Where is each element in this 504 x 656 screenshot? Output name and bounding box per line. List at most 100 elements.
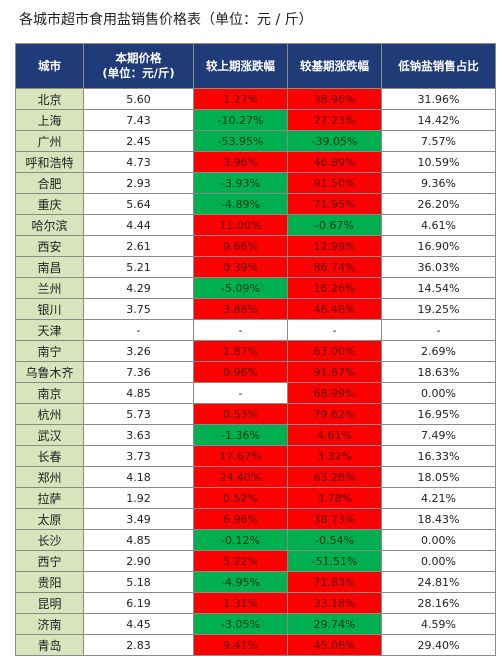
cell-low-sodium-share: 4.61% <box>381 214 496 236</box>
table-row: 北京 5.60 1.27% 38.96% 31.96% <box>15 88 496 110</box>
cell-city: 呼和浩特 <box>15 151 84 173</box>
cell-low-sodium-share: 19.25% <box>381 298 496 320</box>
cell-city: 兰州 <box>15 277 84 299</box>
cell-base-change: 63.00% <box>287 340 382 362</box>
cell-price: 4.29 <box>83 277 194 299</box>
cell-prev-change: 0.52% <box>193 487 288 509</box>
cell-low-sodium-share: 31.96% <box>381 88 496 110</box>
cell-low-sodium-share: 14.54% <box>381 277 496 299</box>
cell-base-change: 16.26% <box>287 277 382 299</box>
cell-prev-change: 24.40% <box>193 466 288 488</box>
table-row: 太原 3.49 6.96% 38.73% 18.43% <box>15 508 496 530</box>
table-row: 呼和浩特 4.73 3.96% 46.89% 10.59% <box>15 151 496 173</box>
cell-price: 4.73 <box>83 151 194 173</box>
salt-price-table: 城市 本期价格 (单位：元/斤) 较上期涨跌幅 较基期涨跌幅 低钠盐销售占比 北… <box>15 43 496 656</box>
table-row: 兰州 4.29 -5.09% 16.26% 14.54% <box>15 277 496 299</box>
cell-city: 广州 <box>15 130 84 152</box>
cell-prev-change: -53.95% <box>193 130 288 152</box>
cell-city: 拉萨 <box>15 487 84 509</box>
cell-low-sodium-share: 0.00% <box>381 382 496 404</box>
cell-price: 5.64 <box>83 193 194 215</box>
cell-low-sodium-share: 14.42% <box>381 109 496 131</box>
cell-price: 7.43 <box>83 109 194 131</box>
cell-city: 重庆 <box>15 193 84 215</box>
cell-base-change: 71.83% <box>287 571 382 593</box>
header-base-change: 较基期涨跌幅 <box>287 43 382 89</box>
cell-price: 4.45 <box>83 613 194 635</box>
cell-base-change: 29.74% <box>287 613 382 635</box>
cell-prev-change: 1.31% <box>193 592 288 614</box>
cell-price: 2.93 <box>83 172 194 194</box>
cell-price: 2.45 <box>83 130 194 152</box>
cell-city: 乌鲁木齐 <box>15 361 84 383</box>
cell-city: 南京 <box>15 382 84 404</box>
table-row: 武汉 3.63 -1.36% 4.61% 7.49% <box>15 424 496 446</box>
cell-base-change: 46.48% <box>287 298 382 320</box>
table-row: 南京 4.85-68.99% 0.00% <box>15 382 496 404</box>
cell-prev-change: -4.89% <box>193 193 288 215</box>
cell-prev-change: 0.39% <box>193 256 288 278</box>
cell-base-change: -0.67% <box>287 214 382 236</box>
cell-base-change: -0.54% <box>287 529 382 551</box>
cell-city: 长沙 <box>15 529 84 551</box>
cell-city: 西安 <box>15 235 84 257</box>
cell-low-sodium-share: 36.03% <box>381 256 496 278</box>
table-row: 天津 - - - - <box>15 319 496 341</box>
table-row: 哈尔滨 4.44 11.00% -0.67% 4.61% <box>15 214 496 236</box>
cell-city: 西宁 <box>15 550 84 572</box>
cell-base-change: - <box>287 319 382 341</box>
table-row: 广州 2.45 -53.95% -39.05% 7.57% <box>15 130 496 152</box>
cell-city: 杭州 <box>15 403 84 425</box>
cell-city: 银川 <box>15 298 84 320</box>
cell-base-change: 3.32% <box>287 445 382 467</box>
table-body: 北京 5.60 1.27% 38.96% 31.96% 上海 7.43 -10.27% 27.2… <box>15 88 496 656</box>
cell-city: 合肥 <box>15 172 84 194</box>
table-row: 杭州 5.73 0.53% 79.62% 16.95% <box>15 403 496 425</box>
cell-city: 上海 <box>15 109 84 131</box>
cell-low-sodium-share: 2.69% <box>381 340 496 362</box>
header-price: 本期价格 (单位：元/斤) <box>83 43 194 89</box>
cell-base-change: 12.99% <box>287 235 382 257</box>
cell-city: 太原 <box>15 508 84 530</box>
cell-low-sodium-share: 18.63% <box>381 361 496 383</box>
cell-low-sodium-share: 4.21% <box>381 487 496 509</box>
cell-base-change: 45.08% <box>287 634 382 656</box>
cell-city: 郑州 <box>15 466 84 488</box>
cell-city: 贵阳 <box>15 571 84 593</box>
cell-price: 5.21 <box>83 256 194 278</box>
cell-prev-change: 17.67% <box>193 445 288 467</box>
cell-price: 7.36 <box>83 361 194 383</box>
cell-base-change: 86.74% <box>287 256 382 278</box>
cell-prev-change: 11.00% <box>193 214 288 236</box>
cell-prev-change: 0.96% <box>193 361 288 383</box>
cell-prev-change: 1.87% <box>193 340 288 362</box>
cell-city: 青岛 <box>15 634 84 656</box>
cell-prev-change: 5.22% <box>193 550 288 572</box>
cell-low-sodium-share: 4.59% <box>381 613 496 635</box>
table-row: 拉萨 1.92 0.52% 3.78% 4.21% <box>15 487 496 509</box>
cell-prev-change: -1.36% <box>193 424 288 446</box>
cell-city: 天津 <box>15 319 84 341</box>
cell-prev-change: 9.41% <box>193 634 288 656</box>
cell-prev-change: -10.27% <box>193 109 288 131</box>
cell-prev-change: 9.66% <box>193 235 288 257</box>
cell-low-sodium-share: 28.16% <box>381 592 496 614</box>
table-row: 西宁 2.90 5.22% -51.51% 0.00% <box>15 550 496 572</box>
cell-low-sodium-share: 16.90% <box>381 235 496 257</box>
cell-base-change: 68.99% <box>287 382 382 404</box>
cell-price: 3.49 <box>83 508 194 530</box>
cell-prev-change: -5.09% <box>193 277 288 299</box>
cell-city: 昆明 <box>15 592 84 614</box>
cell-prev-change: 3.88% <box>193 298 288 320</box>
header-city: 城市 <box>15 43 84 89</box>
table-row: 乌鲁木齐 7.36 0.96% 91.67% 18.63% <box>15 361 496 383</box>
header-low-sodium-share: 低钠盐销售占比 <box>381 43 496 89</box>
cell-low-sodium-share: 10.59% <box>381 151 496 173</box>
cell-price: 2.90 <box>83 550 194 572</box>
cell-price: - <box>83 319 194 341</box>
table-row: 长春 3.73 17.67% 3.32% 16.33% <box>15 445 496 467</box>
cell-city: 北京 <box>15 88 84 110</box>
table-row: 西安 2.61 9.66% 12.99% 16.90% <box>15 235 496 257</box>
table-row: 青岛 2.83 9.41% 45.08% 29.40% <box>15 634 496 656</box>
cell-prev-change: - <box>193 319 288 341</box>
